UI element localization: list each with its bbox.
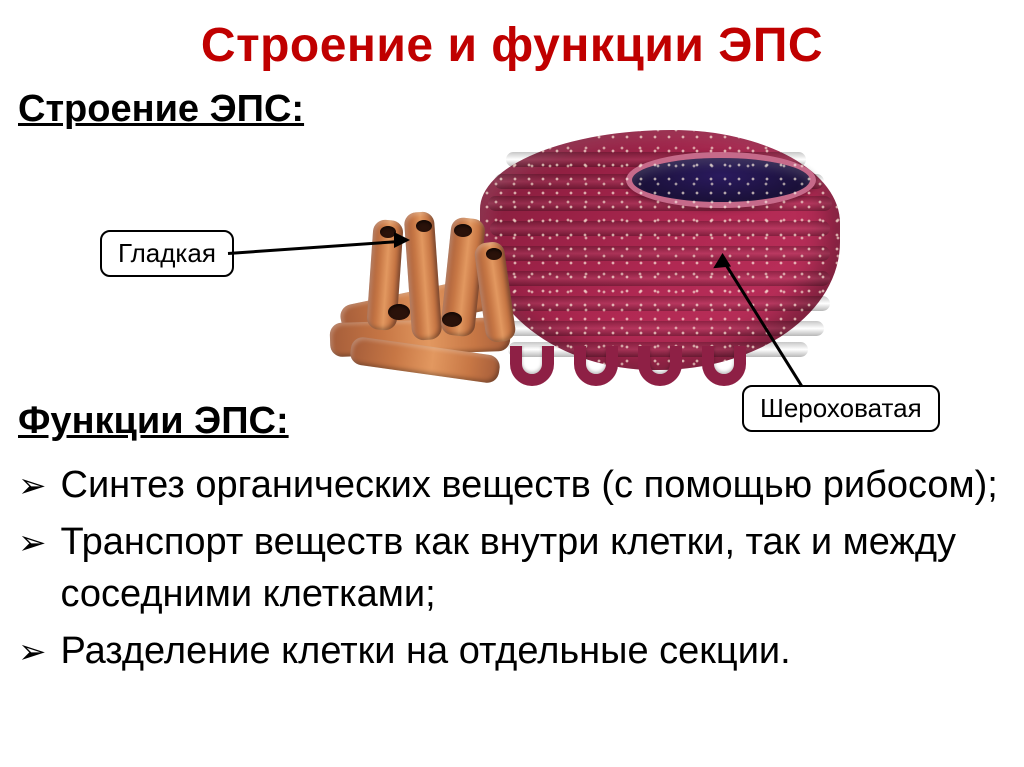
subtitle-structure: Строение ЭПС: — [18, 88, 304, 131]
bullet-icon: ➢ — [18, 521, 47, 567]
subtitle-functions: Функции ЭПС: — [18, 400, 289, 443]
list-item: ➢ Синтез органических веществ (с помощью… — [18, 460, 998, 511]
bullet-icon: ➢ — [18, 464, 47, 510]
bullet-icon: ➢ — [18, 630, 47, 676]
arrow-smooth-head — [394, 232, 410, 248]
er-diagram — [300, 100, 860, 400]
functions-list: ➢ Синтез органических веществ (с помощью… — [18, 460, 998, 683]
bullet-text: Транспорт веществ как внутри клетки, так… — [61, 517, 999, 620]
label-smooth: Гладкая — [100, 230, 234, 277]
page-title: Строение и функции ЭПС — [0, 0, 1024, 73]
rough-er-pores — [510, 346, 746, 386]
list-item: ➢ Разделение клетки на отдельные секции. — [18, 626, 998, 677]
bullet-text: Разделение клетки на отдельные секции. — [61, 626, 791, 677]
nucleus — [626, 152, 816, 208]
bullet-text: Синтез органических веществ (с помощью р… — [61, 460, 998, 511]
list-item: ➢ Транспорт веществ как внутри клетки, т… — [18, 517, 998, 620]
label-rough: Шероховатая — [742, 385, 940, 432]
